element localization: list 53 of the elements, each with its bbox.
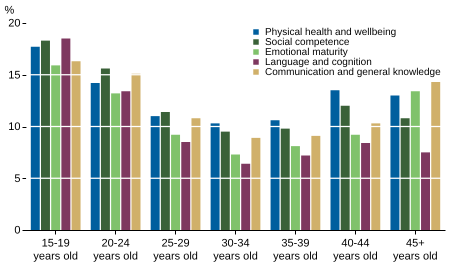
bar: [251, 138, 260, 230]
bar: [280, 128, 290, 230]
bar: [330, 90, 340, 230]
bar: [340, 106, 350, 230]
x-tick-label: 45+ years old: [393, 238, 438, 262]
y-axis-title: %: [4, 4, 14, 16]
bar: [171, 134, 180, 230]
bar: [61, 38, 70, 230]
bar: [431, 82, 440, 230]
bar: [361, 143, 370, 230]
bar: [311, 136, 320, 230]
x-tick-label: 15-19 years old: [33, 238, 78, 262]
bar: [181, 142, 190, 230]
y-tick-label: 0: [14, 224, 20, 236]
y-tick-label: 20: [8, 18, 20, 30]
bar: [150, 116, 160, 230]
bar: [350, 134, 360, 230]
legend-label: Physical health and wellbeing: [265, 27, 396, 38]
legend-label: Social competence: [265, 37, 350, 48]
bar: [90, 83, 100, 230]
bar: [400, 118, 410, 230]
x-tick-label: 30-34 years old: [213, 238, 258, 262]
bar: [241, 164, 250, 230]
bar: [371, 123, 380, 230]
x-tick-label: 35-39 years old: [273, 238, 318, 262]
bar: [421, 152, 430, 230]
bar: [231, 154, 240, 230]
bar: [270, 120, 280, 230]
legend-label: Language and cognition: [265, 57, 372, 68]
bar: [210, 123, 220, 230]
bar: [390, 95, 400, 230]
bar: [121, 91, 130, 230]
y-tick-label: 10: [8, 121, 20, 133]
legend-label: Emotional maturity: [265, 47, 348, 58]
x-tick-label: 20-24 years old: [93, 238, 138, 262]
bar: [220, 132, 230, 230]
bar: [160, 112, 170, 230]
bar: [30, 46, 40, 230]
bar: [72, 61, 81, 230]
y-tick-label: 15: [8, 69, 20, 82]
x-tick-label: 40-44 years old: [333, 238, 378, 262]
y-tick-label: 5: [14, 172, 20, 185]
bar: [111, 93, 120, 230]
bar: [100, 68, 110, 230]
bar: [301, 155, 310, 230]
bar: [40, 40, 50, 230]
bar: [191, 118, 200, 230]
x-tick-label: 25-29 years old: [153, 238, 198, 262]
legend-label: Communication and general knowledge: [265, 67, 442, 78]
bar: [132, 74, 140, 230]
bar: [410, 91, 420, 230]
bar: [51, 65, 60, 230]
bar: [290, 146, 300, 230]
